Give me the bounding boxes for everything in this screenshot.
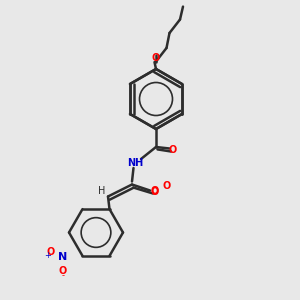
- Text: O: O: [152, 53, 160, 64]
- Text: +: +: [45, 250, 51, 260]
- Text: O: O: [168, 145, 177, 155]
- Text: H: H: [98, 185, 106, 196]
- Text: O: O: [150, 185, 159, 196]
- Text: -: -: [61, 272, 64, 280]
- Text: NH: NH: [127, 158, 143, 169]
- Text: O: O: [150, 187, 159, 197]
- Text: O: O: [47, 247, 55, 257]
- Text: N: N: [58, 251, 68, 262]
- Text: O: O: [162, 181, 171, 191]
- Text: O: O: [59, 266, 67, 277]
